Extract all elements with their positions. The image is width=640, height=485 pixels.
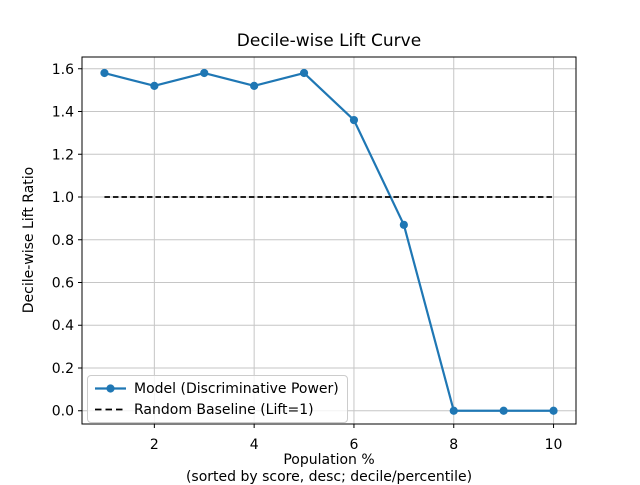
x-tick-label: 6 — [349, 437, 358, 453]
data-point-marker — [150, 81, 159, 90]
data-point-marker — [549, 406, 558, 415]
x-tick-label: 4 — [250, 437, 259, 453]
legend-entry: Random Baseline (Lift=1) — [94, 399, 339, 420]
y-tick-label: 0.6 — [52, 276, 74, 292]
data-point-marker — [299, 68, 309, 78]
y-tick-label: 0.4 — [52, 318, 74, 334]
legend-entry: Model (Discriminative Power) — [94, 378, 339, 399]
legend-label: Model (Discriminative Power) — [134, 380, 339, 397]
data-point-marker — [399, 220, 408, 229]
x-tick-label: 10 — [545, 437, 563, 453]
y-tick-label: 0.8 — [52, 233, 74, 249]
data-point-marker — [449, 406, 458, 415]
dashed-line-sample-icon — [95, 408, 126, 411]
y-axis-label: Decile-wise Lift Ratio — [21, 166, 37, 314]
legend: Model (Discriminative Power) Random Basel… — [87, 375, 348, 423]
line-marker-sample-icon — [95, 384, 126, 393]
x-axis-label: Population % — [283, 452, 375, 468]
y-tick-label: 0.0 — [52, 404, 74, 420]
y-tick-label: 0.2 — [52, 361, 74, 377]
legend-label: Random Baseline (Lift=1) — [134, 401, 314, 418]
model-line — [104, 71, 554, 412]
data-point-marker — [100, 68, 109, 78]
chart-title: Decile-wise Lift Curve — [236, 31, 422, 51]
y-tick-label: 1.0 — [52, 190, 74, 206]
x-axis-label-note: (sorted by score, desc; decile/percentil… — [185, 469, 473, 485]
data-point-marker — [250, 81, 259, 90]
data-point-marker — [499, 406, 508, 415]
y-tick-label: 1.2 — [52, 147, 74, 163]
data-point-marker — [200, 68, 209, 78]
x-tick-label: 2 — [150, 437, 159, 453]
y-tick-label: 1.6 — [52, 62, 74, 78]
y-tick-label: 1.4 — [52, 105, 74, 121]
axes-spines — [81, 56, 577, 425]
x-tick-label: 8 — [449, 437, 458, 453]
data-point-marker — [349, 115, 359, 125]
